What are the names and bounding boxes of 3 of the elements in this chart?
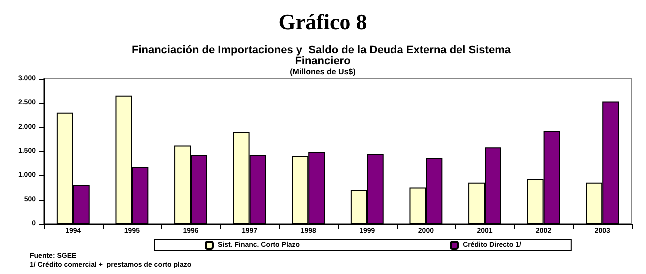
chart-title: Gráfico 8 bbox=[278, 10, 368, 34]
chart-subtitle: Financiación de Importaciones y Saldo de la Deuda Externa del Sistema Financiero bbox=[132, 44, 514, 68]
y-axis-title: (Millones de Us$) bbox=[290, 68, 356, 76]
